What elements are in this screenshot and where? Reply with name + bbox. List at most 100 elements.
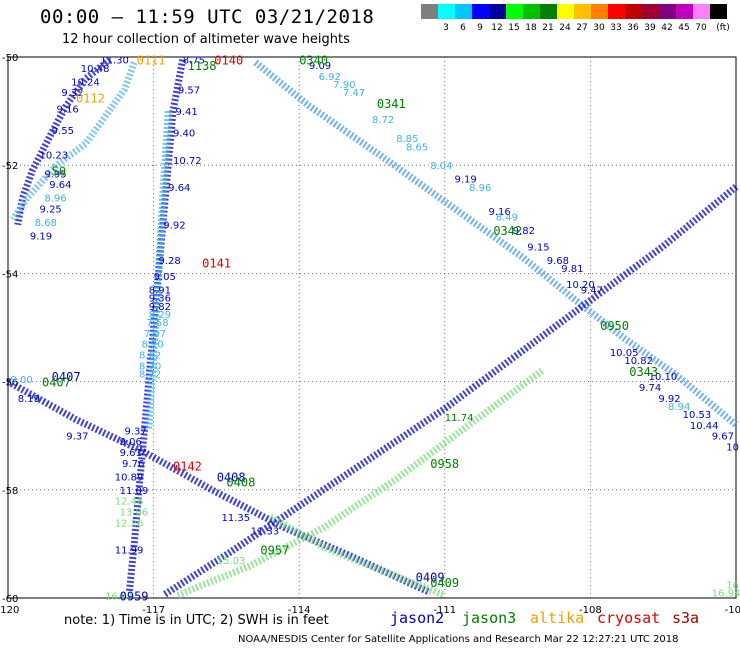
wave-height-value: 8.91 <box>149 286 171 297</box>
legend-swatch <box>642 4 659 19</box>
wave-height-value: 15.03 <box>217 556 246 567</box>
pass-time-label: 0341 <box>377 97 406 111</box>
wave-height-value: 8.49 <box>496 213 518 224</box>
pass-time-label: 50 <box>52 165 66 179</box>
pass-time-label: 0408 <box>217 470 246 484</box>
wave-height-value: 9.82 <box>513 226 535 237</box>
wave-height-value: 9.55 <box>52 126 74 137</box>
wave-height-value: 10.48 <box>81 64 110 75</box>
wave-height-value: 9.68 <box>547 256 569 267</box>
ground-track-track-b <box>9 61 138 222</box>
wave-height-value: 8.62 <box>139 351 161 362</box>
wave-height-value: 16.94 <box>712 589 740 600</box>
legend-unit: (ft) <box>716 23 730 33</box>
wave-height-value: 8.96 <box>469 183 491 194</box>
pass-time-label: 0407 <box>42 376 71 390</box>
wave-height-value: 6.92 <box>319 72 341 83</box>
page-title: 00:00 – 11:59 UTC 03/21/2018 <box>40 6 375 28</box>
legend-swatch <box>608 4 625 19</box>
wave-height-value: 7.97 <box>144 329 166 340</box>
wave-height-value: 8.72 <box>139 369 161 380</box>
legend-label: 12 <box>491 23 503 33</box>
legend-label: 27 <box>576 23 588 33</box>
wave-height-value: 11.99 <box>115 545 144 556</box>
wave-height-value: 10.05 <box>610 348 639 359</box>
wave-height-value: 8.20 <box>141 340 163 351</box>
wave-height-value: 8.75 <box>183 56 205 67</box>
wave-height-value: 9.28 <box>158 256 180 267</box>
wave-height-value: 11.30 <box>100 56 129 67</box>
wave-height-value: 9.81 <box>561 264 583 275</box>
wave-height-value: 10.24 <box>71 77 100 88</box>
legend-swatch <box>676 4 693 19</box>
footer-note: note: 1) Time is in UTC; 2) SWH is in fe… <box>64 613 329 628</box>
wave-height-value: 9.74 <box>639 383 661 394</box>
pass-time-label: 0958 <box>430 457 459 471</box>
pass-time-label: 0340 <box>299 54 328 68</box>
legend-swatch <box>557 4 574 19</box>
wave-height-value: 10.23 <box>40 150 69 161</box>
wave-height-value: 16.61 <box>105 591 134 602</box>
legend-swatch <box>489 4 506 19</box>
wave-height-value: 9.00 <box>10 375 32 386</box>
legend-swatch <box>523 4 540 19</box>
wave-height-value: 11.09 <box>120 486 149 497</box>
satellite-label-cryosat: cryosat <box>597 609 661 627</box>
legend-label: 6 <box>460 23 466 33</box>
legend-swatch <box>710 4 727 19</box>
wave-height-value: 9.19 <box>455 175 477 186</box>
pass-time-label: 1138 <box>188 59 217 73</box>
wave-height-value: 9.25 <box>40 204 62 215</box>
pass-time-label: 0343 <box>629 365 658 379</box>
wave-height-value: 13.06 <box>120 507 149 518</box>
ground-track-track-d <box>145 110 172 431</box>
pass-time-label: 0409 <box>416 570 445 584</box>
wave-height-value: 10.44 <box>690 421 719 432</box>
lon-tick-label: -108 <box>579 605 602 616</box>
pass-time-label: 0141 <box>202 257 231 271</box>
pass-time-label: 0140 <box>214 54 243 68</box>
satellite-label-jason2: jason2 <box>390 609 445 627</box>
wave-height-value: 10.82 <box>624 356 653 367</box>
pass-time-label: 0407 <box>52 370 81 384</box>
legend-label: 33 <box>610 23 622 33</box>
legend-swatch <box>421 4 438 19</box>
legend-label: 18 <box>525 23 537 33</box>
wave-height-value: 7.58 <box>146 318 168 329</box>
lon-tick-label: -117 <box>142 605 165 616</box>
wave-height-value: 11.35 <box>222 513 251 524</box>
pass-time-label: 0950 <box>600 319 629 333</box>
wave-height-value: 9.41 <box>175 107 197 118</box>
wave-height-value: 11.33 <box>251 526 280 537</box>
pass-time-label: 0112 <box>76 92 105 106</box>
pass-time-label: 0142 <box>173 459 202 473</box>
wave-height-value: 9.06 <box>120 437 142 448</box>
pass-time-label: 0409 <box>430 576 459 590</box>
pass-time-label: 0342 <box>493 224 522 238</box>
satellite-label-jason3: jason3 <box>462 609 517 627</box>
lat-tick-label: -52 <box>2 161 18 172</box>
wave-height-value: 9.40 <box>173 129 195 140</box>
wave-height-value: 9.67 <box>712 432 734 443</box>
page-subtitle: 12 hour collection of altimeter wave hei… <box>62 32 350 47</box>
wave-height-value: 9.09 <box>309 61 331 72</box>
wave-height-value: 9.82 <box>149 302 171 313</box>
legend-label: 42 <box>661 23 673 33</box>
ground-track-track-g <box>176 367 544 599</box>
wave-height-value: 8.29 <box>149 310 171 321</box>
legend-swatch <box>540 4 557 19</box>
lat-tick-label: -54 <box>2 269 18 280</box>
satellite-label-altika: altika <box>530 609 585 627</box>
wave-height-value: 9.64 <box>168 183 190 194</box>
pass-time-label: 0111 <box>137 54 166 68</box>
wave-height-value: 10.34 <box>726 443 740 454</box>
wave-height-value: 12.26 <box>115 518 144 529</box>
lon-tick-label: -111 <box>433 605 456 616</box>
wave-height-value: 9.57 <box>178 85 200 96</box>
legend-swatch <box>506 4 523 19</box>
legend-swatch <box>455 4 472 19</box>
wave-height-value: 8.04 <box>430 161 452 172</box>
lat-tick-label: -50 <box>2 53 18 64</box>
wave-height-value: 9.92 <box>163 221 185 232</box>
wave-height-value: 8.19 <box>18 394 40 405</box>
